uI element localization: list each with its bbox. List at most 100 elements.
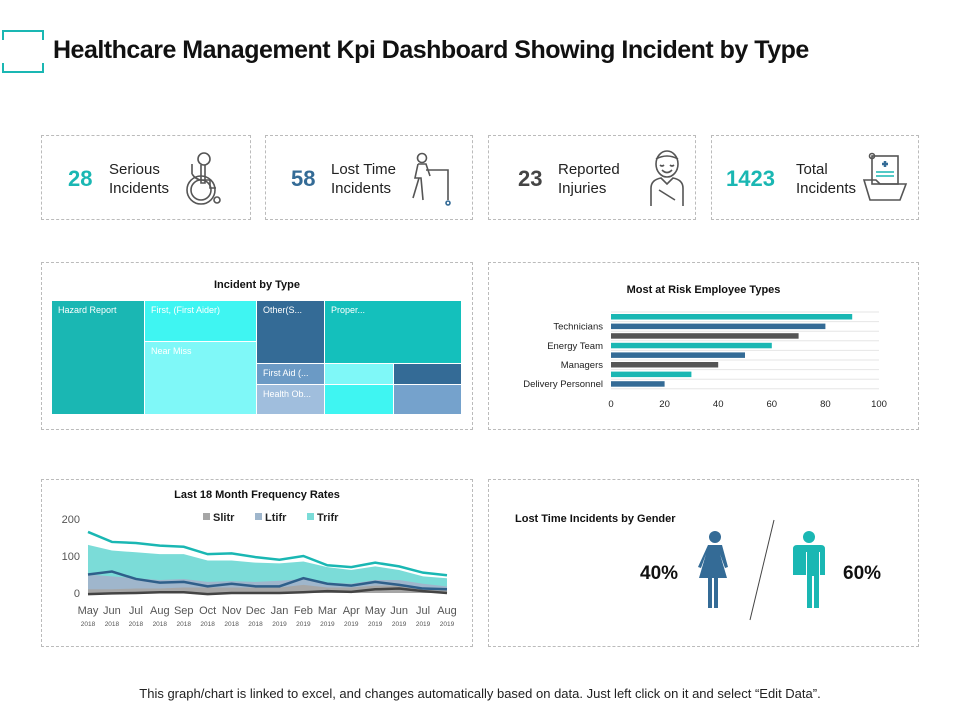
x-tick-month: Aug: [150, 605, 170, 617]
treemap: Hazard Report First, (First Aider) Near …: [52, 301, 462, 415]
x-tick-year: 2019: [320, 621, 335, 628]
bar: [611, 342, 772, 349]
bar: [611, 333, 799, 339]
x-tick-label: 100: [871, 399, 887, 410]
female-percent: 40%: [640, 563, 679, 584]
x-tick-month: Jun: [103, 605, 121, 617]
y-tick-label: 200: [62, 514, 80, 526]
treemap-cell-first-aid[interactable]: First Aid (...: [257, 364, 325, 385]
page-title: Healthcare Management Kpi Dashboard Show…: [53, 36, 809, 64]
bar: [611, 323, 826, 330]
x-tick-month: Jul: [416, 605, 430, 617]
x-tick-label: 80: [820, 399, 831, 410]
treemap-cell-first-aider[interactable]: First, (First Aider): [145, 301, 257, 342]
treemap-cell-property[interactable]: Proper...: [325, 301, 462, 364]
kpi-value: 58: [291, 166, 316, 191]
y-tick-label: 100: [62, 551, 80, 563]
x-tick-month: Aug: [437, 605, 457, 617]
y-tick-label: Delivery Personnel: [523, 379, 603, 390]
x-tick-year: 2019: [272, 621, 287, 628]
frequency-rates-panel: Last 18 Month Frequency Rates: [41, 479, 473, 647]
most-at-risk-panel: Most at Risk Employee Types: [488, 262, 919, 430]
x-tick-month: May: [365, 605, 386, 617]
y-tick-label: Energy Team: [547, 341, 603, 352]
wheelchair-icon: [186, 152, 221, 205]
kpi-card-serious-incidents: 28 Serious Incidents: [41, 135, 251, 220]
treemap-cell-other[interactable]: Other(S...: [257, 301, 325, 364]
line-trifr: [87, 530, 448, 577]
x-tick-year: 2018: [153, 621, 168, 628]
legend-swatch: [203, 513, 210, 520]
x-tick-month: Nov: [222, 605, 242, 617]
medical-folder-icon: [862, 152, 908, 201]
treemap-cell[interactable]: [394, 364, 462, 385]
treemap-cell-hazard-report[interactable]: Hazard Report: [52, 301, 145, 415]
x-tick-year: 2019: [296, 621, 311, 628]
kpi-label: Incidents: [331, 180, 392, 197]
footer-note: This graph/chart is linked to excel, and…: [139, 686, 821, 701]
treemap-cell-health-ob[interactable]: Health Ob...: [257, 385, 325, 415]
y-tick-label: Technicians: [553, 322, 603, 333]
bar: [611, 314, 853, 320]
chart-title: Most at Risk Employee Types: [626, 284, 781, 296]
treemap-cell[interactable]: [325, 385, 394, 415]
x-tick-month: Oct: [199, 605, 216, 617]
divider-line: [749, 519, 775, 621]
kpi-value: 28: [68, 166, 93, 191]
y-tick-label: Managers: [561, 360, 603, 371]
kpi-card-reported-injuries: 23 Reported Injuries: [488, 135, 696, 220]
bar: [611, 381, 665, 387]
x-tick-year: 2019: [344, 621, 359, 628]
kpi-card-lost-time-incidents: 58 Lost Time Incidents: [265, 135, 473, 220]
incident-by-type-panel: Incident by Type: [41, 262, 473, 430]
legend-swatch: [255, 513, 262, 520]
x-tick-month: Dec: [246, 605, 266, 617]
x-tick-month: Jul: [129, 605, 143, 617]
x-tick-year: 2018: [81, 621, 96, 628]
line-ltifr: [87, 570, 448, 591]
bar: [611, 362, 719, 368]
x-tick-year: 2019: [392, 621, 407, 628]
x-tick-month: May: [78, 605, 99, 617]
x-tick-month: Jan: [271, 605, 289, 617]
legend-label: Slitr: [213, 512, 235, 524]
x-tick-year: 2018: [248, 621, 263, 628]
x-tick-label: 20: [659, 399, 670, 410]
y-tick-label: 0: [74, 588, 80, 600]
x-tick-month: Mar: [318, 605, 337, 617]
kpi-label: Serious: [109, 161, 160, 178]
treemap-cell[interactable]: [394, 385, 462, 415]
x-tick-label: 60: [767, 399, 778, 410]
title-bracket-decoration: [2, 30, 44, 73]
male-percent: 60%: [843, 563, 882, 584]
treemap-cell-near-miss[interactable]: Near Miss: [145, 342, 257, 415]
kpi-value: 1423: [726, 166, 775, 191]
x-tick-year: 2019: [368, 621, 383, 628]
x-tick-month: Apr: [343, 605, 360, 617]
x-tick-year: 2018: [200, 621, 215, 628]
legend-label: Trifr: [317, 512, 339, 524]
gender-panel: Lost Time Incidents by Gender 40% 60%: [488, 479, 919, 647]
injured-person-icon: [650, 150, 684, 206]
line-slitr: [87, 587, 448, 596]
x-tick-label: 0: [608, 399, 613, 410]
kpi-value: 23: [518, 166, 543, 191]
chart-title: Last 18 Month Frequency Rates: [174, 489, 340, 501]
x-tick-month: Sep: [174, 605, 194, 617]
female-figure-icon: [698, 531, 728, 608]
x-tick-year: 2019: [440, 621, 455, 628]
treemap-cell[interactable]: [325, 364, 394, 385]
kpi-label: Lost Time: [331, 161, 397, 178]
kpi-label: Incidents: [796, 180, 857, 197]
kpi-card-total-incidents: 1423 Total Incidents: [711, 135, 919, 220]
x-tick-year: 2018: [105, 621, 120, 628]
x-tick-month: Feb: [294, 605, 313, 617]
kpi-label: Injuries: [558, 180, 607, 197]
x-tick-year: 2018: [224, 621, 239, 628]
walker-icon: [412, 152, 451, 206]
legend-label: Ltifr: [265, 512, 287, 524]
x-tick-month: Jun: [390, 605, 408, 617]
legend-swatch: [307, 513, 314, 520]
kpi-label: Reported: [558, 161, 620, 178]
